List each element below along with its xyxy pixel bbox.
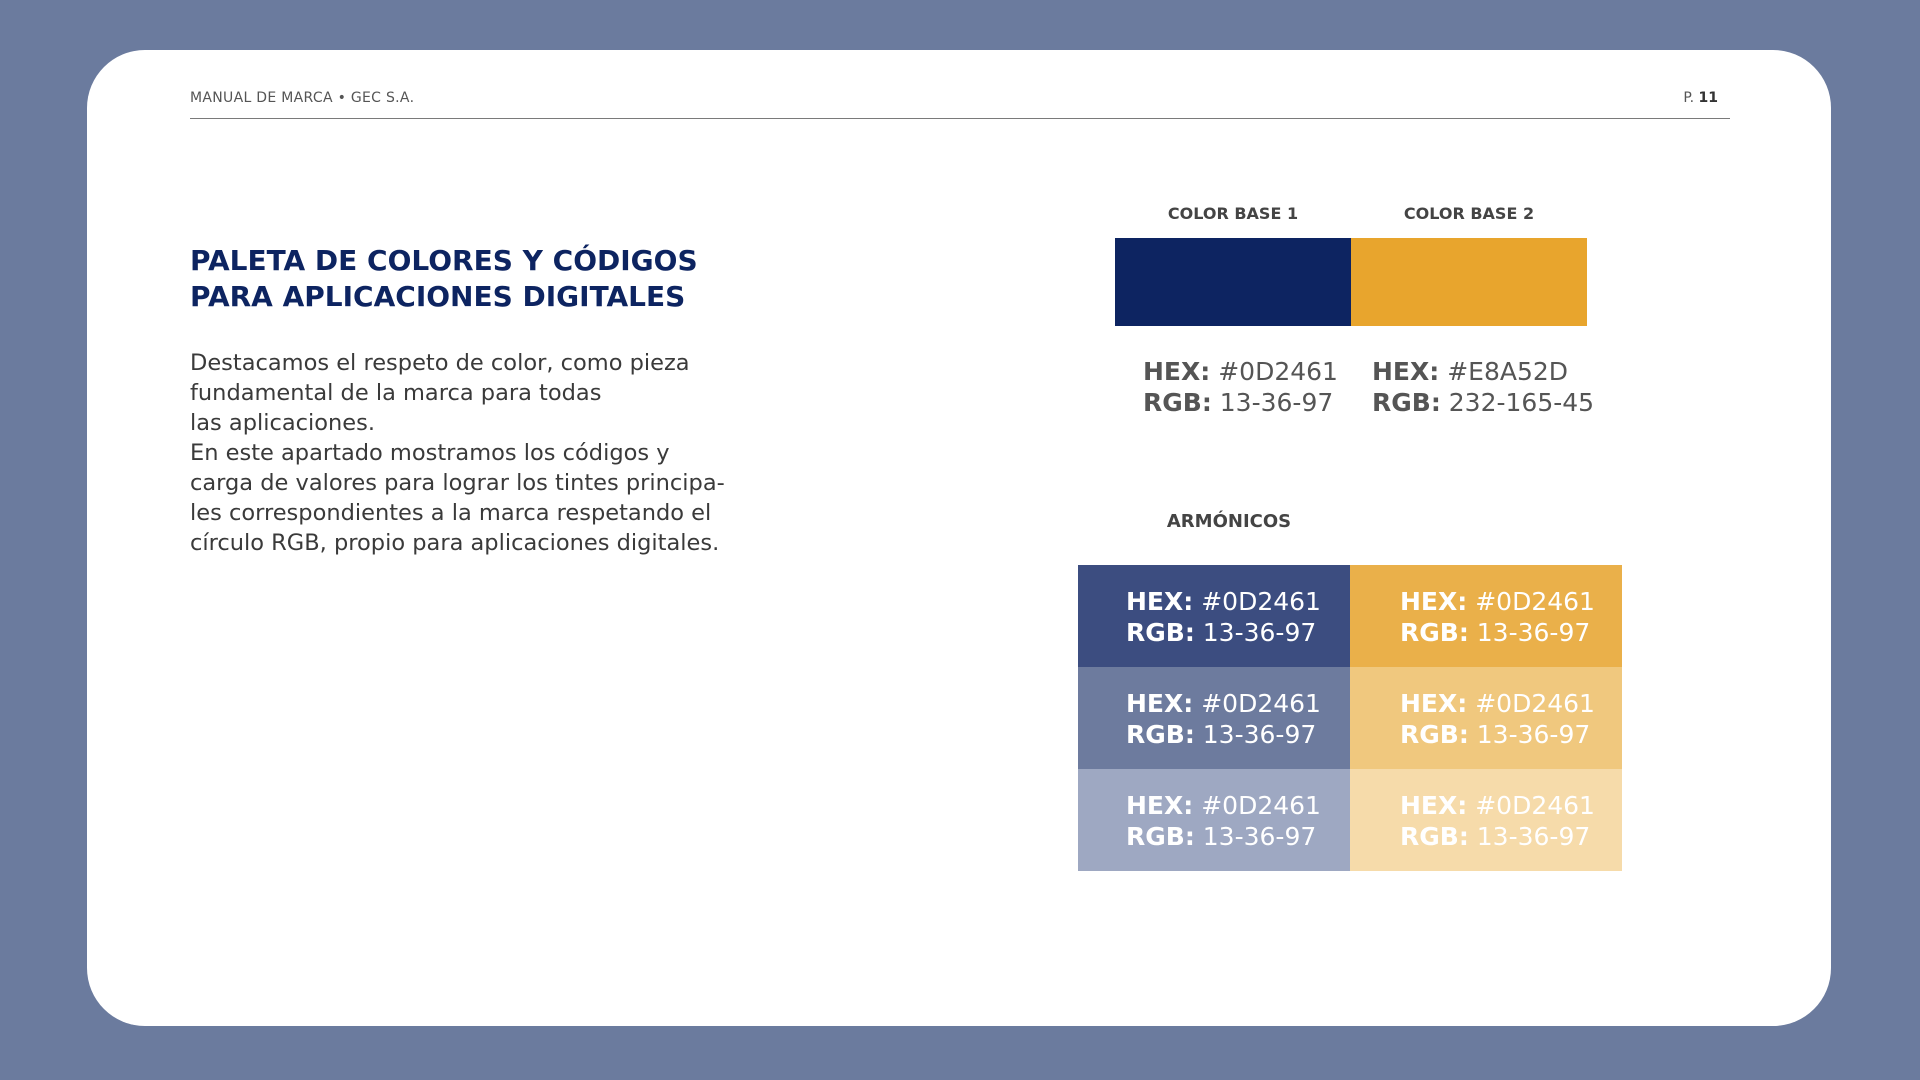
color-base-2-codes: HEX: #E8A52D RGB: 232-165-45	[1372, 356, 1594, 418]
hex-label: HEX:	[1126, 587, 1194, 616]
description-line: carga de valores para lograr los tintes …	[190, 470, 725, 496]
hex-code: HEX: #E8A52D	[1372, 356, 1594, 387]
rgb-label: RGB:	[1126, 720, 1195, 749]
rgb-label: RGB:	[1126, 618, 1195, 647]
rgb-label: RGB:	[1400, 822, 1469, 851]
page-number-value: 11	[1698, 90, 1718, 106]
hex-label: HEX:	[1126, 791, 1194, 820]
harmonic-swatch: HEX: #0D2461 RGB: 13-36-97	[1078, 769, 1350, 871]
rgb-label: RGB:	[1400, 618, 1469, 647]
harmonic-swatch: HEX: #0D2461 RGB: 13-36-97	[1078, 565, 1350, 667]
harmonic-swatch: HEX: #0D2461 RGB: 13-36-97	[1350, 667, 1622, 769]
rgb-value: 13-36-97	[1468, 822, 1591, 851]
hex-value: #0D2461	[1467, 587, 1595, 616]
harmonics-label: ARMÓNICOS	[1166, 511, 1292, 532]
document-page: MANUAL DE MARCA • GEC S.A. P. 11 PALETA …	[87, 50, 1831, 1026]
description-paragraph: Destacamos el respeto de color, como pie…	[190, 348, 750, 558]
hex-label: HEX:	[1400, 689, 1468, 718]
rgb-value: 13-36-97	[1211, 388, 1334, 417]
description-line: fundamental de la marca para todas	[190, 380, 602, 406]
hex-value: #0D2461	[1210, 357, 1338, 386]
hex-label: HEX:	[1400, 791, 1468, 820]
description-line: Destacamos el respeto de color, como pie…	[190, 350, 690, 376]
page-title-line-2: PARA APLICACIONES DIGITALES	[190, 280, 686, 313]
hex-value: #0D2461	[1467, 689, 1595, 718]
rgb-code: RGB: 13-36-97	[1143, 387, 1338, 418]
color-base-2-swatch	[1351, 238, 1587, 326]
color-base-1-codes: HEX: #0D2461 RGB: 13-36-97	[1143, 356, 1338, 418]
hex-value: #0D2461	[1193, 587, 1321, 616]
color-base-2-label: COLOR BASE 2	[1403, 204, 1535, 223]
rgb-value: 13-36-97	[1468, 720, 1591, 749]
page-title: PALETA DE COLORES Y CÓDIGOS PARA APLICAC…	[190, 243, 790, 315]
hex-value: #0D2461	[1193, 689, 1321, 718]
rgb-label: RGB:	[1143, 388, 1212, 417]
page-prefix: P.	[1683, 90, 1695, 106]
rgb-label: RGB:	[1372, 388, 1441, 417]
rgb-code: RGB: 232-165-45	[1372, 387, 1594, 418]
header-brand-text: MANUAL DE MARCA • GEC S.A.	[190, 90, 415, 106]
rgb-value: 232-165-45	[1440, 388, 1595, 417]
hex-label: HEX:	[1126, 689, 1194, 718]
rgb-label: RGB:	[1126, 822, 1195, 851]
page-title-line-1: PALETA DE COLORES Y CÓDIGOS	[190, 244, 698, 277]
page-header: MANUAL DE MARCA • GEC S.A. P. 11	[190, 90, 1730, 119]
hex-label: HEX:	[1400, 587, 1468, 616]
rgb-value: 13-36-97	[1194, 822, 1317, 851]
hex-value: #0D2461	[1467, 791, 1595, 820]
hex-value: #0D2461	[1193, 791, 1321, 820]
hex-label: HEX:	[1143, 357, 1211, 386]
description-line: En este apartado mostramos los códigos y	[190, 440, 670, 466]
harmonic-swatch: HEX: #0D2461 RGB: 13-36-97	[1350, 769, 1622, 871]
page-number: P. 11	[1683, 90, 1718, 106]
rgb-value: 13-36-97	[1194, 618, 1317, 647]
harmonic-swatch: HEX: #0D2461 RGB: 13-36-97	[1078, 667, 1350, 769]
rgb-value: 13-36-97	[1194, 720, 1317, 749]
description-line: círculo RGB, propio para aplicaciones di…	[190, 530, 720, 556]
harmonic-swatch: HEX: #0D2461 RGB: 13-36-97	[1350, 565, 1622, 667]
rgb-value: 13-36-97	[1468, 618, 1591, 647]
description-line: les correspondientes a la marca respetan…	[190, 500, 712, 526]
hex-value: #E8A52D	[1439, 357, 1569, 386]
hex-code: HEX: #0D2461	[1143, 356, 1338, 387]
description-line: las aplicaciones.	[190, 410, 376, 436]
color-base-1-label: COLOR BASE 1	[1167, 204, 1299, 223]
rgb-label: RGB:	[1400, 720, 1469, 749]
hex-label: HEX:	[1372, 357, 1440, 386]
color-base-1-swatch	[1115, 238, 1351, 326]
